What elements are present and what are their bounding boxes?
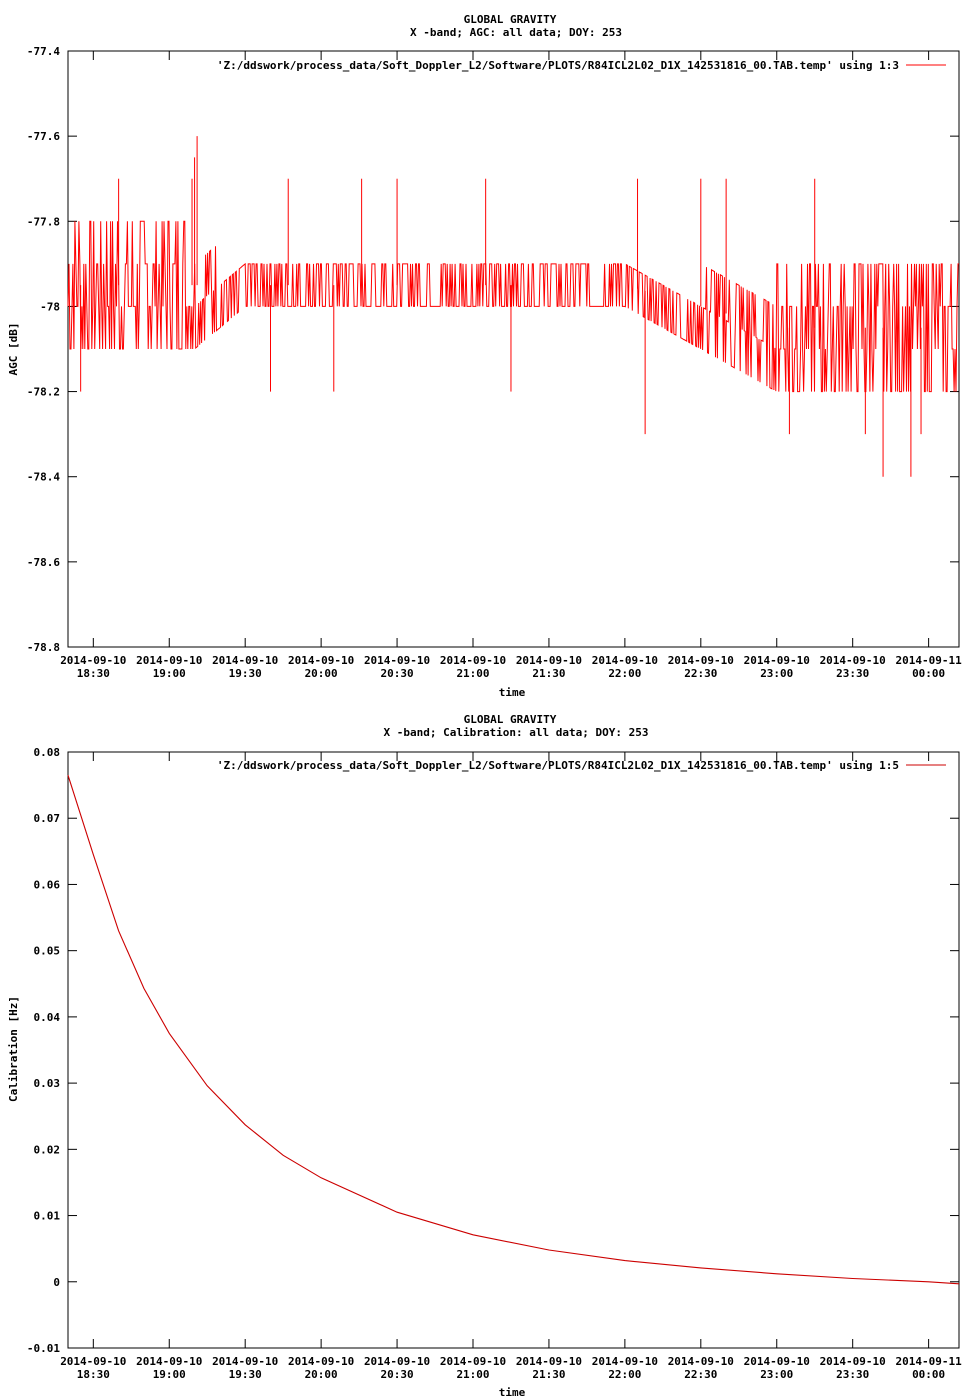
- x-tick-time-label: 19:00: [153, 667, 186, 680]
- plot-frame: [67, 50, 960, 648]
- x-tick-date-label: 2014-09-10: [440, 654, 506, 667]
- x-tick-date-label: 2014-09-10: [288, 1355, 354, 1368]
- y-tick-label: -78.8: [27, 641, 60, 654]
- y-tick-label: 0.02: [34, 1143, 61, 1156]
- series-line: [67, 775, 960, 1285]
- x-tick-time-label: 23:00: [760, 1368, 793, 1381]
- x-tick-time-label: 22:30: [684, 667, 717, 680]
- x-tick-time-label: 18:30: [77, 1368, 110, 1381]
- x-tick-time-label: 21:00: [456, 667, 489, 680]
- x-tick-time-label: 22:00: [608, 1368, 641, 1381]
- x-tick-date-label: 2014-09-10: [288, 654, 354, 667]
- x-tick-date-label: 2014-09-10: [60, 1355, 126, 1368]
- x-tick-time-label: 20:00: [305, 667, 338, 680]
- x-tick-date-label: 2014-09-10: [60, 654, 126, 667]
- calibration-series: [67, 775, 960, 1285]
- y-tick-label: 0: [53, 1276, 60, 1289]
- y-tick-label: 0.01: [34, 1210, 61, 1223]
- x-tick-time-label: 18:30: [77, 667, 110, 680]
- series-line: [67, 220, 959, 393]
- x-tick-time-label: 23:30: [836, 667, 869, 680]
- chart-subtitle: X -band; Calibration: all data; DOY: 253: [384, 726, 649, 739]
- y-tick-label: -78.2: [27, 386, 60, 399]
- chart-title: GLOBAL GRAVITY: [464, 713, 557, 726]
- x-tick-date-label: 2014-09-10: [440, 1355, 506, 1368]
- x-axis-label: time: [499, 1386, 526, 1399]
- x-tick-date-label: 2014-09-10: [516, 1355, 582, 1368]
- y-tick-label: -78: [40, 300, 60, 313]
- x-tick-date-label: 2014-09-10: [744, 654, 810, 667]
- y-tick-label: -77.8: [27, 215, 60, 228]
- y-tick-label: 0.08: [34, 746, 61, 759]
- x-tick-date-label: 2014-09-10: [516, 654, 582, 667]
- y-tick-label: 0.03: [34, 1077, 61, 1090]
- x-tick-date-label: 2014-09-10: [592, 654, 658, 667]
- y-axis-ticks: -77.4 -77.6 -77.8 -78 -78.2 -78.4 -78.6 -78.8: [27, 45, 959, 654]
- plot-frame: [67, 751, 960, 1349]
- x-axis-label: time: [499, 686, 526, 699]
- x-tick-date-label: 2014-09-11: [896, 654, 963, 667]
- y-tick-label: 0.04: [34, 1011, 61, 1024]
- x-tick-date-label: 2014-09-10: [136, 1355, 202, 1368]
- y-tick-label: -77.4: [27, 45, 60, 58]
- y-tick-label: -77.6: [27, 130, 60, 143]
- legend-label: 'Z:/ddswork/process_data/Soft_Doppler_L2…: [217, 759, 899, 772]
- agc-series: [67, 136, 959, 477]
- x-tick-date-label: 2014-09-10: [744, 1355, 810, 1368]
- y-axis-label: AGC [dB]: [7, 323, 20, 376]
- x-tick-time-label: 21:30: [532, 1368, 565, 1381]
- x-tick-time-label: 00:00: [912, 1368, 945, 1381]
- agc-chart-panel: GLOBAL GRAVITY X -band; AGC: all data; D…: [7, 13, 962, 699]
- x-tick-date-label: 2014-09-10: [212, 654, 278, 667]
- chart-title: GLOBAL GRAVITY: [464, 13, 557, 26]
- x-tick-time-label: 23:00: [760, 667, 793, 680]
- x-tick-time-label: 20:30: [381, 1368, 414, 1381]
- x-tick-time-label: 22:30: [684, 1368, 717, 1381]
- x-tick-date-label: 2014-09-10: [820, 1355, 886, 1368]
- y-axis-ticks: 0.08 0.07 0.06 0.05 0.04 0.03 0.02 0.01 0 -0.01: [27, 746, 959, 1355]
- x-tick-time-label: 22:00: [608, 667, 641, 680]
- x-tick-date-label: 2014-09-10: [668, 654, 734, 667]
- x-axis-ticks: 2014-09-1018:302014-09-1019:002014-09-10…: [60, 752, 962, 1381]
- y-tick-label: 0.06: [34, 878, 61, 891]
- x-tick-date-label: 2014-09-10: [364, 654, 430, 667]
- y-tick-label: -0.01: [27, 1342, 60, 1355]
- x-tick-time-label: 21:30: [532, 667, 565, 680]
- x-tick-date-label: 2014-09-10: [820, 654, 886, 667]
- y-axis-label: Calibration [Hz]: [7, 996, 20, 1102]
- x-axis-ticks: 2014-09-1018:302014-09-1019:002014-09-10…: [60, 51, 962, 680]
- x-tick-time-label: 19:30: [229, 667, 262, 680]
- y-tick-label: -78.6: [27, 556, 60, 569]
- x-tick-time-label: 00:00: [912, 667, 945, 680]
- x-tick-time-label: 19:00: [153, 1368, 186, 1381]
- x-tick-date-label: 2014-09-10: [592, 1355, 658, 1368]
- x-tick-date-label: 2014-09-11: [896, 1355, 963, 1368]
- x-tick-date-label: 2014-09-10: [668, 1355, 734, 1368]
- y-tick-label: 0.07: [34, 812, 61, 825]
- x-tick-date-label: 2014-09-10: [212, 1355, 278, 1368]
- chart-subtitle: X -band; AGC: all data; DOY: 253: [410, 26, 622, 39]
- calibration-chart-panel: GLOBAL GRAVITY X -band; Calibration: all…: [7, 713, 962, 1399]
- x-tick-time-label: 23:30: [836, 1368, 869, 1381]
- y-tick-label: 0.05: [34, 945, 61, 958]
- x-tick-time-label: 19:30: [229, 1368, 262, 1381]
- x-tick-time-label: 21:00: [456, 1368, 489, 1381]
- x-tick-date-label: 2014-09-10: [364, 1355, 430, 1368]
- legend-label: 'Z:/ddswork/process_data/Soft_Doppler_L2…: [217, 59, 899, 72]
- x-tick-time-label: 20:00: [305, 1368, 338, 1381]
- x-tick-time-label: 20:30: [381, 667, 414, 680]
- y-tick-label: -78.4: [27, 471, 60, 484]
- x-tick-date-label: 2014-09-10: [136, 654, 202, 667]
